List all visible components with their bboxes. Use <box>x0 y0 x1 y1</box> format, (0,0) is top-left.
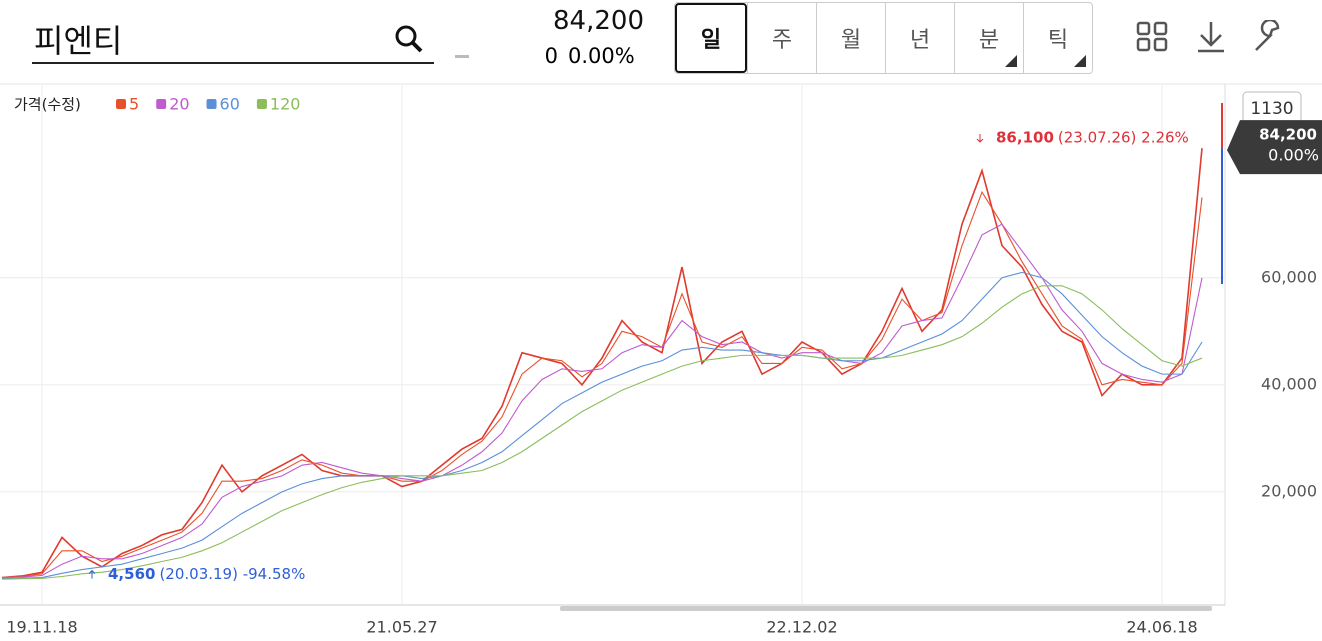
current-price: 84,200 <box>1259 126 1317 144</box>
current-tag <box>1227 120 1322 175</box>
tab[interactable]: 년 <box>885 3 954 73</box>
dash <box>455 55 469 58</box>
settings-icon[interactable] <box>1255 20 1280 51</box>
tab[interactable]: 분 <box>954 3 1023 73</box>
search-icon[interactable] <box>394 24 424 54</box>
annotation-arrow <box>976 134 984 143</box>
tab[interactable]: 틱 <box>1023 3 1092 73</box>
y-tick-label: 60,000 <box>1261 267 1317 286</box>
download-icon[interactable] <box>1198 22 1224 53</box>
tab[interactable]: 일 <box>675 3 747 73</box>
current-change: 0.00% <box>1268 146 1319 165</box>
line <box>1 285 1203 580</box>
annotation-note: (20.03.19) -94.58% <box>159 565 305 583</box>
change: 0 <box>544 44 558 68</box>
legend-title: 가격(수정) <box>14 96 81 114</box>
line <box>1 223 1203 579</box>
legend-swatch <box>116 99 126 109</box>
legend-swatch <box>156 99 167 109</box>
header: 피엔티 84,200 0 0.00% 일 주 월 년 분 틱 <box>0 0 1322 80</box>
stock-name[interactable]: 피엔티 <box>34 22 123 60</box>
legend-label: 120 <box>270 95 301 114</box>
scrollbar[interactable] <box>560 606 1212 611</box>
button-label[interactable]: 1130 <box>1250 99 1293 119</box>
tab[interactable]: 주 <box>747 3 816 73</box>
layout-icon[interactable] <box>1136 21 1168 52</box>
y-tick-label: 40,000 <box>1261 374 1317 393</box>
search-underline <box>32 62 434 64</box>
line <box>1 148 1203 579</box>
legend-label: 20 <box>169 95 189 114</box>
x-tick-label: 22.12.02 <box>766 618 837 637</box>
annotation-arrow <box>88 569 96 579</box>
change-pct: 0.00% <box>568 44 635 68</box>
legend-swatch <box>256 99 267 109</box>
y-tick-label: 20,000 <box>1261 481 1317 500</box>
tab[interactable]: 월 <box>816 3 885 73</box>
legend-swatch <box>206 99 217 109</box>
annotation-value: 86,100 <box>996 129 1054 147</box>
x-tick-label: 21.05.27 <box>366 618 437 637</box>
annotation-note: (23.07.26) 2.26% <box>1058 129 1189 147</box>
line <box>1 271 1203 580</box>
x-tick-label: 24.06.18 <box>1126 618 1197 637</box>
x-tick-label: 19.11.18 <box>6 618 77 637</box>
price: 84,200 <box>553 6 644 36</box>
toolbar-icons <box>1136 20 1280 53</box>
annotation-value: 4,560 <box>108 565 155 583</box>
legend-label: 5 <box>129 95 139 114</box>
period-tabs: 일 주 월 년 분 틱 <box>674 2 1093 74</box>
legend-label: 60 <box>220 95 240 114</box>
